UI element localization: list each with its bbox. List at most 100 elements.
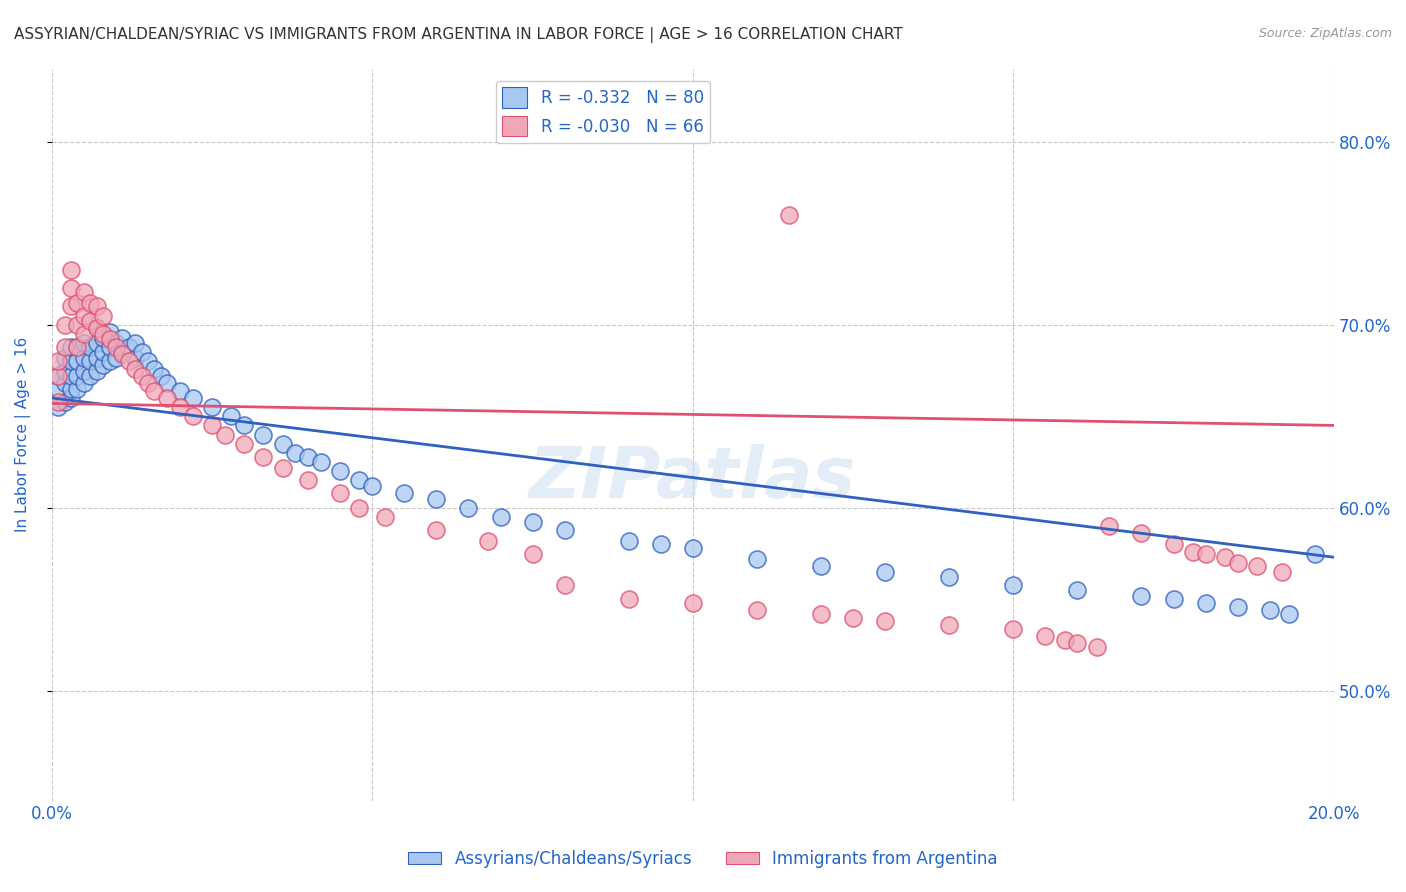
Point	[156, 376, 179, 391]
Point	[91, 326, 114, 341]
Point	[156, 391, 179, 405]
Point	[131, 345, 153, 359]
Point	[124, 361, 146, 376]
Point	[309, 455, 332, 469]
Point	[60, 354, 83, 368]
Point	[1130, 526, 1153, 541]
Point	[66, 369, 89, 384]
Point	[73, 285, 96, 299]
Point	[91, 309, 114, 323]
Point	[73, 363, 96, 377]
Point	[284, 446, 307, 460]
Point	[1226, 556, 1249, 570]
Point	[349, 500, 371, 515]
Point	[53, 340, 76, 354]
Point	[73, 376, 96, 391]
Point	[1181, 545, 1204, 559]
Point	[53, 363, 76, 377]
Point	[86, 351, 108, 365]
Point	[682, 541, 704, 555]
Point	[522, 547, 544, 561]
Point	[143, 384, 166, 398]
Point	[875, 614, 897, 628]
Point	[66, 340, 89, 354]
Point	[66, 382, 89, 396]
Point	[1066, 583, 1088, 598]
Point	[86, 336, 108, 351]
Point	[86, 321, 108, 335]
Point	[778, 208, 800, 222]
Point	[1226, 599, 1249, 614]
Point	[554, 577, 576, 591]
Point	[1246, 559, 1268, 574]
Point	[143, 361, 166, 376]
Point	[60, 263, 83, 277]
Point	[181, 409, 204, 424]
Text: ZIPatlas: ZIPatlas	[529, 444, 856, 513]
Point	[60, 382, 83, 396]
Point	[73, 309, 96, 323]
Point	[522, 516, 544, 530]
Point	[1053, 632, 1076, 647]
Point	[477, 533, 499, 548]
Point	[46, 400, 69, 414]
Point	[46, 369, 69, 384]
Point	[104, 340, 127, 354]
Point	[124, 336, 146, 351]
Point	[1085, 640, 1108, 654]
Point	[60, 369, 83, 384]
Point	[271, 436, 294, 450]
Point	[554, 523, 576, 537]
Text: ASSYRIAN/CHALDEAN/SYRIAC VS IMMIGRANTS FROM ARGENTINA IN LABOR FORCE | AGE > 16 : ASSYRIAN/CHALDEAN/SYRIAC VS IMMIGRANTS F…	[14, 27, 903, 43]
Point	[617, 592, 640, 607]
Point	[938, 618, 960, 632]
Point	[104, 351, 127, 365]
Point	[66, 340, 89, 354]
Point	[329, 464, 352, 478]
Point	[252, 450, 274, 464]
Point	[297, 473, 319, 487]
Point	[394, 486, 416, 500]
Point	[810, 607, 832, 621]
Text: Source: ZipAtlas.com: Source: ZipAtlas.com	[1258, 27, 1392, 40]
Point	[60, 281, 83, 295]
Point	[1213, 550, 1236, 565]
Point	[46, 394, 69, 409]
Point	[1303, 547, 1326, 561]
Point	[98, 325, 121, 339]
Point	[682, 596, 704, 610]
Point	[169, 400, 191, 414]
Point	[149, 369, 172, 384]
Y-axis label: In Labor Force | Age > 16: In Labor Force | Age > 16	[15, 337, 31, 533]
Point	[98, 354, 121, 368]
Point	[233, 418, 256, 433]
Point	[1033, 629, 1056, 643]
Point	[86, 321, 108, 335]
Point	[374, 510, 396, 524]
Point	[91, 345, 114, 359]
Point	[46, 354, 69, 368]
Point	[181, 391, 204, 405]
Point	[66, 354, 89, 368]
Point	[46, 382, 69, 396]
Point	[104, 336, 127, 351]
Point	[91, 358, 114, 372]
Point	[875, 565, 897, 579]
Point	[361, 479, 384, 493]
Point	[297, 450, 319, 464]
Point	[1066, 636, 1088, 650]
Point	[1163, 537, 1185, 551]
Point	[86, 300, 108, 314]
Point	[60, 300, 83, 314]
Point	[53, 351, 76, 365]
Point	[111, 347, 134, 361]
Point	[252, 427, 274, 442]
Point	[73, 326, 96, 341]
Point	[169, 384, 191, 398]
Legend: Assyrians/Chaldeans/Syriacs, Immigrants from Argentina: Assyrians/Chaldeans/Syriacs, Immigrants …	[402, 844, 1004, 875]
Point	[233, 436, 256, 450]
Point	[79, 314, 101, 328]
Point	[53, 394, 76, 409]
Point	[1258, 603, 1281, 617]
Point	[60, 340, 83, 354]
